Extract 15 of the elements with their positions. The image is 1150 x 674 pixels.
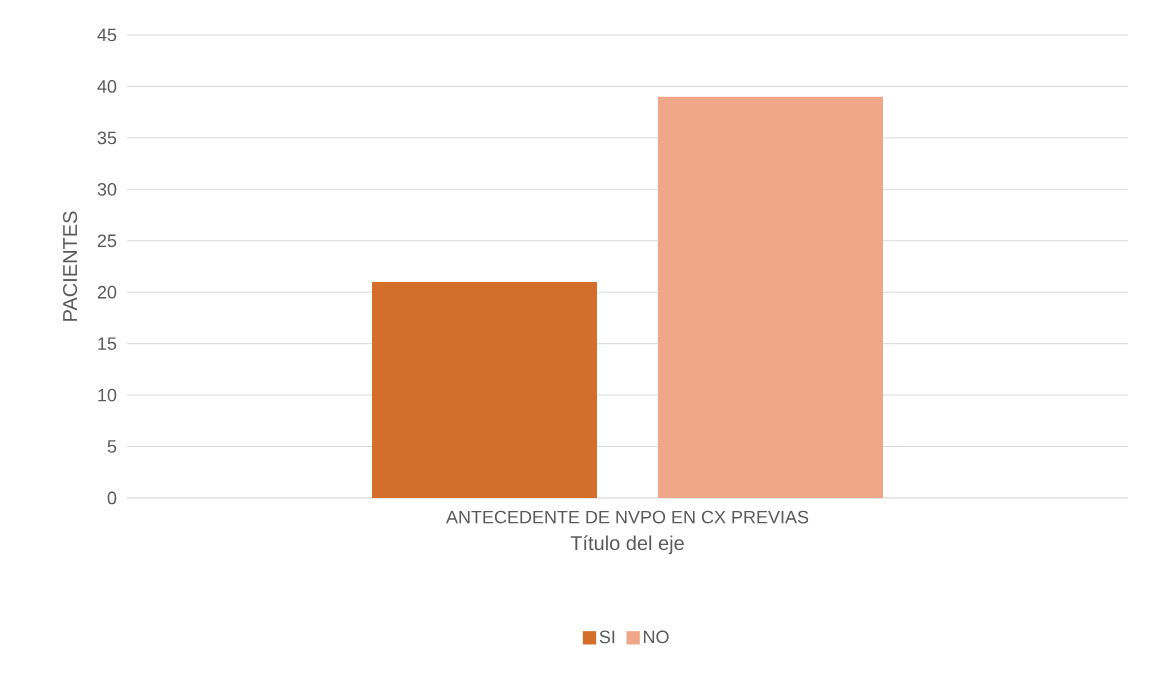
y-tick-label: 35 xyxy=(97,131,117,145)
y-tick-label: 20 xyxy=(97,285,117,299)
y-tick-label: 30 xyxy=(97,182,117,196)
y-tick-label: 40 xyxy=(97,80,117,93)
legend-label: SI xyxy=(599,630,615,644)
y-tick-label: 45 xyxy=(97,28,117,42)
y-tick-label: 5 xyxy=(107,440,117,453)
y-tick-label: 15 xyxy=(98,337,117,350)
y-tick-label: 10 xyxy=(98,388,117,402)
y-axis-title: PACIENTES xyxy=(62,211,78,321)
legend-label: NO xyxy=(643,630,669,644)
y-tick-label: 25 xyxy=(97,234,117,248)
y-tick-label: 0 xyxy=(107,491,117,505)
x-tick-label: ANTECEDENTE DE NVPO EN CX PREVIAS xyxy=(446,510,809,524)
x-axis-title: Título del eje xyxy=(570,535,684,555)
